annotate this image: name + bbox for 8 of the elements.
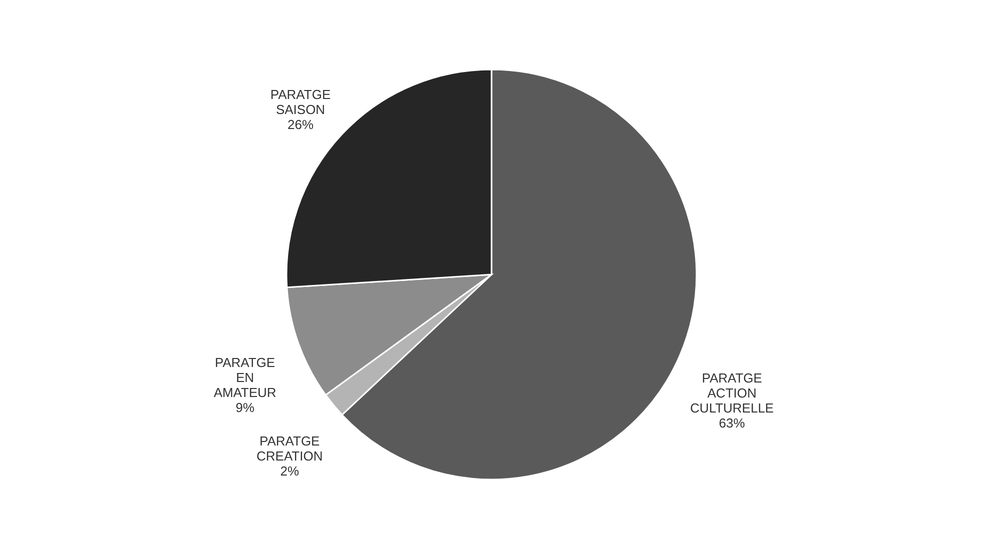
data-label: 26%: [287, 117, 314, 132]
data-label: 2%: [280, 464, 300, 479]
slice-label: PARATGE EN AMATEUR: [214, 355, 276, 400]
data-label: 63%: [718, 416, 746, 431]
slice-label: PARATGE ACTION CULTURELLE: [690, 370, 774, 416]
slice-label: PARATGE SAISON: [270, 87, 331, 118]
slice-label: PARATGE CREATION: [256, 434, 323, 464]
data-label: 9%: [236, 400, 255, 416]
